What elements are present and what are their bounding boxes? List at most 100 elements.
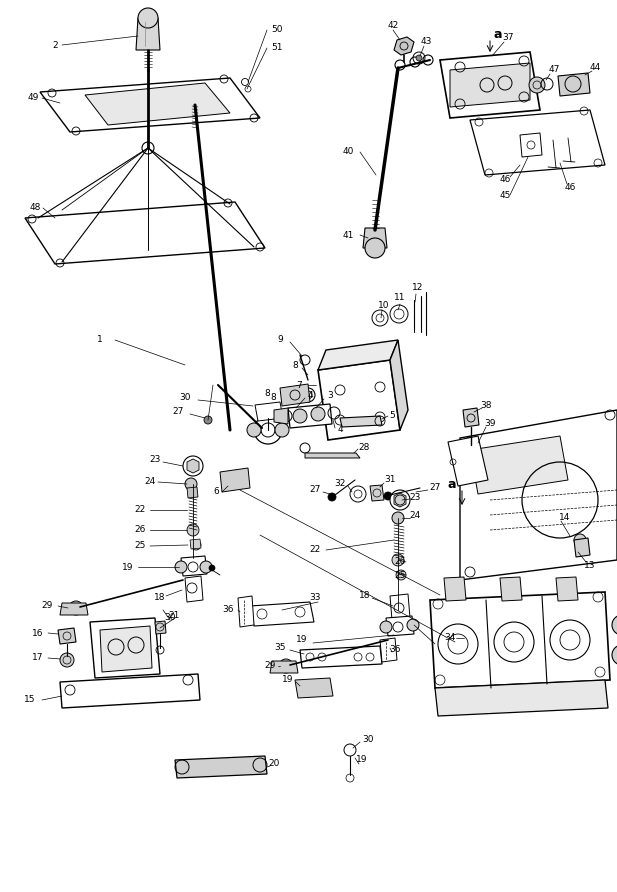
Polygon shape — [340, 416, 382, 427]
Text: 46: 46 — [565, 184, 576, 193]
Polygon shape — [255, 402, 283, 421]
Circle shape — [612, 645, 617, 665]
Circle shape — [138, 8, 158, 28]
Text: 38: 38 — [480, 401, 492, 409]
Polygon shape — [270, 661, 298, 673]
Circle shape — [416, 55, 422, 61]
Polygon shape — [136, 18, 160, 50]
Text: 39: 39 — [484, 419, 495, 428]
Text: a: a — [448, 478, 456, 491]
Text: 25: 25 — [394, 572, 406, 581]
Polygon shape — [380, 638, 397, 662]
Text: 36: 36 — [222, 606, 234, 615]
Text: 8: 8 — [264, 389, 270, 398]
Circle shape — [191, 540, 201, 550]
Text: 25: 25 — [135, 541, 146, 550]
Text: 28: 28 — [358, 442, 370, 451]
Text: 37: 37 — [502, 32, 514, 42]
Polygon shape — [394, 37, 414, 55]
Polygon shape — [440, 52, 540, 118]
Polygon shape — [25, 202, 265, 264]
Polygon shape — [444, 577, 466, 601]
Text: 19: 19 — [282, 675, 294, 684]
Text: 19: 19 — [356, 756, 368, 764]
Text: 26: 26 — [394, 558, 406, 566]
Polygon shape — [274, 408, 288, 424]
Text: 30: 30 — [180, 393, 191, 402]
Circle shape — [279, 659, 293, 673]
Text: 6: 6 — [213, 488, 219, 497]
Polygon shape — [220, 468, 250, 492]
Polygon shape — [500, 577, 522, 601]
Polygon shape — [370, 485, 384, 501]
Polygon shape — [574, 538, 590, 557]
Polygon shape — [238, 596, 254, 627]
Text: 4: 4 — [307, 391, 313, 400]
Circle shape — [60, 653, 74, 667]
Text: 8: 8 — [270, 392, 276, 401]
Text: 30: 30 — [164, 614, 176, 623]
Text: 32: 32 — [334, 478, 346, 488]
Text: 17: 17 — [32, 654, 44, 663]
Text: 18: 18 — [154, 593, 166, 602]
Text: 31: 31 — [384, 475, 395, 484]
Text: 16: 16 — [32, 629, 44, 638]
Circle shape — [392, 554, 404, 566]
Circle shape — [380, 621, 392, 633]
Text: 27: 27 — [429, 483, 441, 492]
Polygon shape — [40, 78, 260, 132]
Polygon shape — [556, 577, 578, 601]
Text: 40: 40 — [342, 147, 354, 156]
Text: 14: 14 — [560, 514, 571, 523]
Circle shape — [69, 601, 83, 615]
Text: 19: 19 — [296, 635, 308, 645]
Circle shape — [574, 534, 586, 546]
Polygon shape — [430, 592, 610, 688]
Text: 4: 4 — [337, 425, 343, 434]
Text: 12: 12 — [412, 284, 424, 293]
Polygon shape — [450, 63, 530, 107]
Circle shape — [311, 407, 325, 421]
Polygon shape — [394, 493, 406, 507]
Text: a: a — [494, 29, 502, 42]
Text: 36: 36 — [389, 646, 401, 655]
Polygon shape — [520, 133, 542, 157]
Polygon shape — [295, 678, 333, 698]
Polygon shape — [100, 626, 152, 672]
Text: 27: 27 — [172, 408, 184, 417]
Text: 29: 29 — [41, 600, 52, 609]
Polygon shape — [85, 83, 230, 125]
Circle shape — [185, 478, 197, 490]
Circle shape — [612, 615, 617, 635]
Polygon shape — [300, 646, 382, 668]
Text: 42: 42 — [387, 21, 399, 30]
Polygon shape — [558, 73, 590, 96]
Text: 27: 27 — [309, 485, 321, 494]
Circle shape — [209, 565, 215, 571]
Text: 9: 9 — [277, 335, 283, 344]
Polygon shape — [288, 404, 332, 428]
Polygon shape — [448, 436, 488, 486]
Polygon shape — [470, 436, 568, 494]
Text: 22: 22 — [309, 546, 321, 555]
Text: 15: 15 — [24, 696, 36, 705]
Text: 3: 3 — [327, 391, 333, 400]
Text: 5: 5 — [389, 410, 395, 419]
Text: 49: 49 — [28, 94, 39, 103]
Text: 23: 23 — [149, 456, 160, 465]
Circle shape — [407, 619, 419, 631]
Text: 34: 34 — [444, 633, 456, 642]
Circle shape — [365, 238, 385, 258]
Polygon shape — [90, 618, 160, 678]
Polygon shape — [175, 756, 267, 778]
Polygon shape — [305, 453, 360, 458]
Text: 51: 51 — [271, 44, 283, 53]
Circle shape — [254, 416, 282, 444]
Polygon shape — [390, 594, 410, 620]
Text: 22: 22 — [135, 506, 146, 515]
Text: 1: 1 — [97, 335, 103, 344]
Circle shape — [396, 570, 406, 580]
Text: 45: 45 — [499, 191, 511, 200]
Text: 2: 2 — [52, 40, 57, 49]
Text: 48: 48 — [30, 203, 41, 212]
